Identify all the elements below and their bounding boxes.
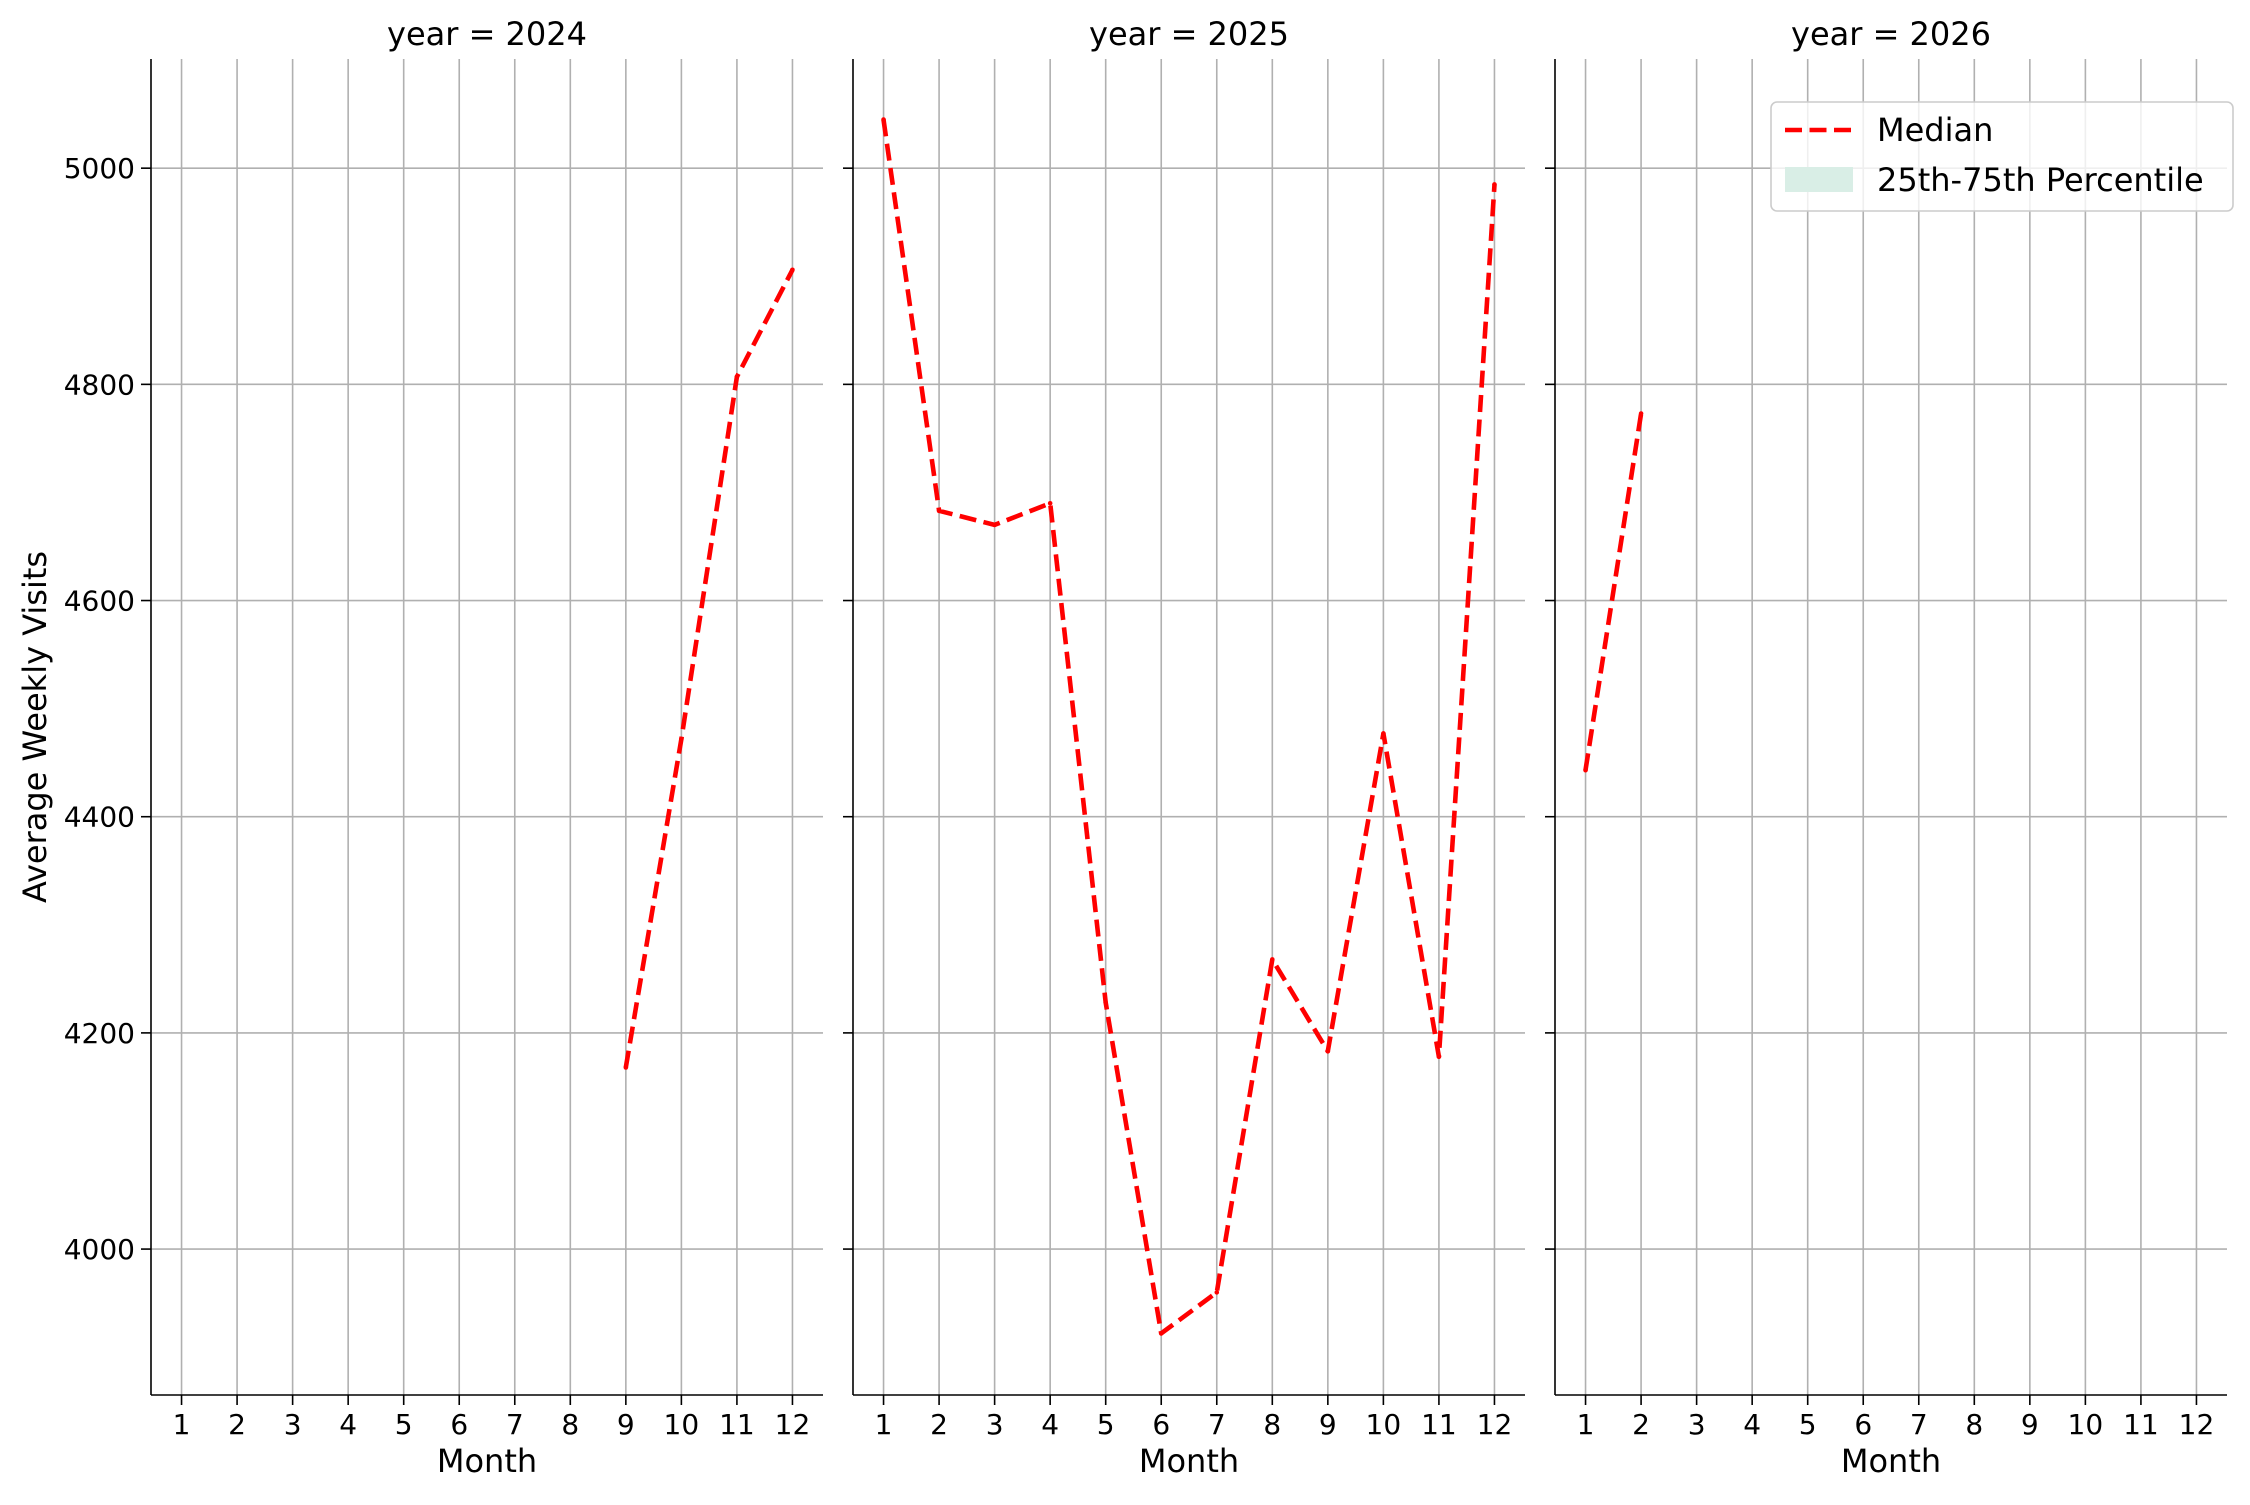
legend-band-swatch [1785,167,1853,192]
x-tick-label: 9 [1319,1408,1337,1441]
median-point [1158,1331,1164,1336]
x-tick-label: 8 [1263,1408,1281,1441]
legend-label-percentile: 25th-75th Percentile [1877,161,2204,199]
median-point [1214,1290,1220,1295]
median-point [734,374,740,380]
x-tick-label: 5 [395,1408,413,1441]
median-point [1325,1048,1331,1054]
x-tick-label: 8 [1965,1408,1983,1441]
median-point [992,522,997,528]
x-tick-label: 5 [1799,1408,1817,1441]
x-tick-label: 6 [1854,1408,1872,1441]
median-point [1436,1054,1442,1059]
x-tick-label: 4 [1041,1408,1059,1441]
y-tick-label: 4000 [64,1233,135,1266]
x-tick-label: 10 [2068,1408,2104,1441]
y-tick-label: 4800 [64,368,135,401]
x-tick-label: 3 [986,1408,1004,1441]
x-tick-label: 10 [664,1408,700,1441]
x-tick-label: 7 [1910,1408,1928,1441]
median-point [1103,1000,1108,1005]
x-tick-label: 4 [1743,1408,1761,1441]
x-tick-label: 1 [173,1408,191,1441]
x-axis-label: Month [437,1442,537,1480]
x-tick-label: 6 [1152,1408,1170,1441]
x-tick-label: 12 [2179,1408,2215,1441]
median-point [936,508,942,514]
legend-box [1770,101,2234,212]
median-point [1381,731,1386,736]
x-tick-label: 12 [1477,1408,1513,1441]
median-point [1270,957,1275,962]
x-axis-label: Month [1841,1442,1941,1480]
median-point [1583,767,1588,773]
panel-title: year = 2026 [1791,15,1991,53]
median-line [881,119,1497,1336]
y-tick-label: 4200 [64,1017,135,1050]
median-point [1492,182,1497,187]
x-tick-label: 6 [450,1408,468,1441]
x-tick-label: 10 [1366,1408,1402,1441]
x-tick-label: 9 [2021,1408,2039,1441]
x-tick-label: 8 [561,1408,579,1441]
x-axis-label: Month [1139,1442,1239,1480]
median-point [1047,500,1053,506]
x-tick-label: 2 [1632,1408,1650,1441]
median-point [790,267,795,273]
legend-label-median: Median [1877,111,1993,149]
y-axis-label: Average Weekly Visits [16,551,54,903]
x-tick-label: 3 [1688,1408,1706,1441]
x-tick-label: 5 [1097,1408,1115,1441]
x-tick-label: 9 [617,1408,635,1441]
median-point [623,1065,629,1070]
x-tick-label: 7 [506,1408,524,1441]
x-tick-label: 11 [719,1408,755,1441]
y-tick-label: 4600 [64,585,135,618]
median-point [679,736,684,742]
x-tick-label: 3 [284,1408,302,1441]
x-tick-label: 4 [339,1408,357,1441]
median-point [1638,411,1644,416]
x-tick-label: 12 [775,1408,811,1441]
x-tick-label: 1 [1577,1408,1595,1441]
x-tick-label: 2 [228,1408,246,1441]
x-tick-label: 11 [1421,1408,1457,1441]
panel-title: year = 2024 [387,15,587,53]
x-tick-label: 11 [2123,1408,2159,1441]
median-line [623,268,795,1068]
median-line [1583,413,1644,771]
x-tick-label: 2 [930,1408,948,1441]
median-point [881,117,886,122]
y-tick-label: 4400 [64,801,135,834]
y-tick-label: 5000 [64,152,135,185]
panel-title: year = 2025 [1089,15,1289,53]
x-tick-label: 7 [1208,1408,1226,1441]
x-tick-label: 1 [875,1408,893,1441]
